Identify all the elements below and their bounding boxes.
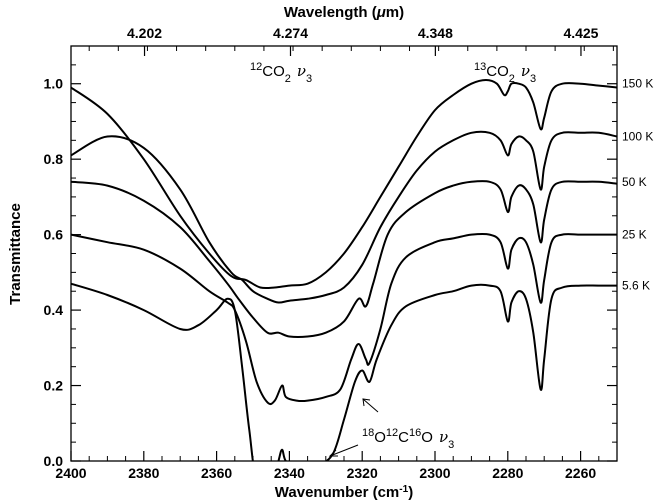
- x-tick-label: 2360: [201, 465, 232, 481]
- x-tick-label: 2280: [492, 465, 523, 481]
- series-labels: 150 K 100 K 50 K 25 K 5.6 K: [622, 77, 653, 293]
- top-tick-label: 4.274: [273, 25, 308, 41]
- series-label-100-k: 100 K: [622, 130, 653, 144]
- y-axis-title: Transmittance: [7, 203, 24, 305]
- annotation-13co2: 13CO2 ν3: [474, 61, 536, 85]
- x-tick-label: 2320: [347, 465, 378, 481]
- series-lines: [71, 79, 617, 461]
- series-line-50-k: [71, 180, 617, 338]
- series-line-150-k: [71, 79, 617, 290]
- x-tick-label: 2380: [128, 465, 159, 481]
- arrow-to-25K-feature: [362, 398, 379, 413]
- annotation-12co2: 12CO2 ν3: [250, 61, 312, 85]
- top-axis-title: Wavelength (μm): [284, 4, 404, 21]
- y-tick-label: 1.0: [44, 76, 64, 92]
- tick-marks: [70, 46, 617, 462]
- tick-labels: 2400 2380 2360 2340 2320 2300 2280 2260 4.202 4.2…: [44, 25, 599, 481]
- y-tick-label: 0.0: [44, 453, 64, 469]
- series-line-100-k: [71, 130, 617, 304]
- series-line-5-6-k: [71, 282, 617, 461]
- series-line-25-k: [71, 232, 617, 406]
- y-tick-label: 0.4: [44, 302, 64, 318]
- series-label-5-6-k: 5.6 K: [622, 279, 650, 293]
- series-label-150-k: 150 K: [622, 77, 653, 91]
- y-tick-label: 0.2: [44, 378, 64, 394]
- annotation-18o12c16o: 18O12C16O ν3: [362, 427, 454, 451]
- y-tick-label: 0.8: [44, 151, 64, 167]
- series-label-25-k: 25 K: [622, 228, 647, 242]
- x-axis-title: Wavenumber (cm-1): [275, 484, 413, 502]
- top-tick-label: 4.202: [127, 25, 162, 41]
- arrow-to-5.6K-feature: [328, 444, 359, 457]
- x-tick-label: 2300: [419, 465, 450, 481]
- x-tick-label: 2340: [274, 465, 305, 481]
- y-tick-label: 0.6: [44, 227, 64, 243]
- series-label-50-k: 50 K: [622, 175, 647, 189]
- top-tick-label: 4.425: [563, 25, 598, 41]
- x-tick-label: 2400: [55, 465, 86, 481]
- x-tick-label: 2260: [565, 465, 596, 481]
- top-tick-label: 4.348: [418, 25, 453, 41]
